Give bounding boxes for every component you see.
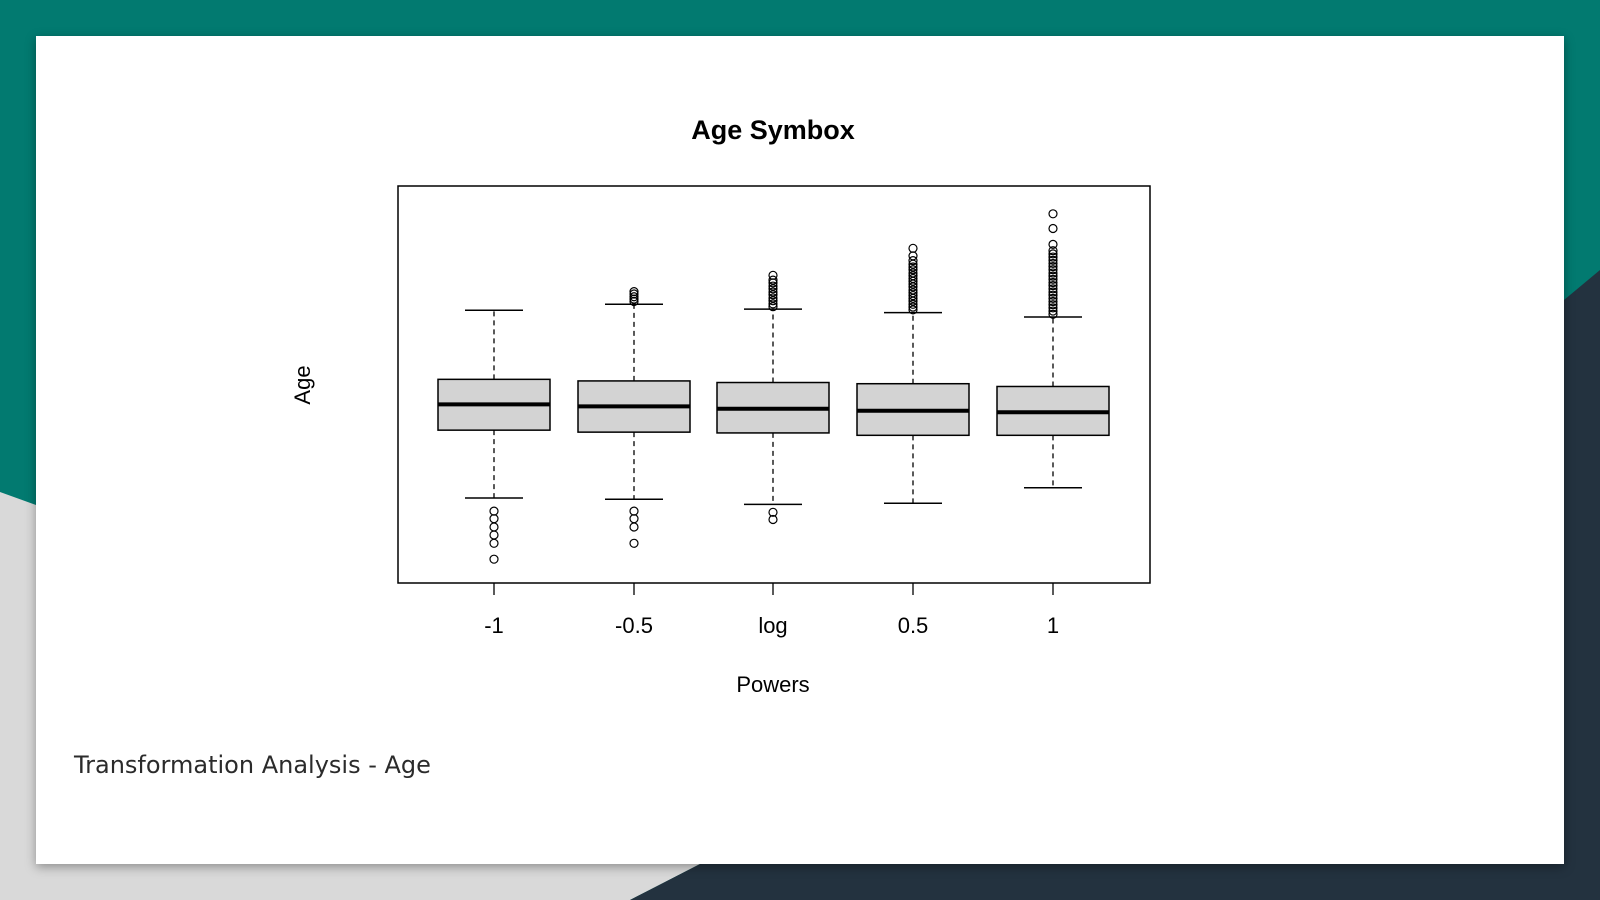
power-0_5-outlier-point (908, 256, 918, 266)
power-neg1-outlier-point (489, 522, 499, 532)
power-neg1-outlier-point (489, 530, 499, 540)
power-1-outlier-point (1048, 268, 1058, 278)
power-log-outlier-point (768, 507, 778, 517)
power-0_5-outlier-point (908, 290, 918, 301)
power-1-outlier-point (1048, 255, 1058, 265)
power-neg0_5-outlier-point (629, 506, 639, 516)
power-1-outlier-point (1048, 249, 1058, 259)
x-axis-label: Powers (736, 672, 809, 697)
power-0_5-outlier-point (908, 305, 918, 315)
power-1-outlier-point (1048, 252, 1058, 262)
power-log-outlier-point (768, 290, 778, 300)
power-neg1-outlier-point (489, 554, 499, 564)
x-tick-label: -0.5 (615, 613, 653, 638)
power-1-outlier-point (1048, 209, 1058, 219)
power-0_5-outlier-point (908, 288, 918, 298)
x-tick-label: 0.5 (898, 613, 929, 638)
power-1-outlier-point (1048, 303, 1058, 313)
power-log-outlier-point (768, 299, 778, 309)
power-1-outlier-point (1048, 271, 1058, 281)
power-1-outlier-point (1048, 300, 1058, 310)
gray-bottom-shape (36, 864, 700, 900)
power-neg0_5-outlier-point (629, 514, 639, 524)
navy-right-shape (1564, 270, 1600, 900)
slide: Age Symbox Age Powers -1 -0.5 log 0.5 1 Tran… (36, 36, 1564, 864)
power-1-outlier-point (1048, 223, 1058, 234)
power-0_5-outlier-point (908, 271, 918, 281)
power-0_5-outlier-point (908, 265, 918, 275)
power-1-outlier-point (1048, 290, 1058, 300)
power-1-outlier-point (1048, 309, 1058, 319)
power-0_5-outlier-point (908, 251, 918, 261)
power-log-outlier-point (768, 302, 778, 312)
power-log-outlier-point (768, 287, 778, 297)
power-1-outlier-point (1048, 296, 1058, 307)
power-log-outlier-point (768, 275, 778, 285)
power-log-outlier-point (768, 296, 778, 306)
x-tick-label: -1 (484, 613, 504, 638)
power-1-outlier-point (1048, 293, 1058, 303)
power-log-outlier-point (768, 293, 778, 303)
plot-layer: -1 -0.5 log 0.5 1 (437, 209, 1110, 638)
slide-caption: Transformation Analysis - Age (74, 751, 431, 779)
x-tick-label: log (758, 613, 787, 638)
y-axis-label: Age (290, 365, 315, 404)
power-0_5-outlier-point (908, 243, 918, 253)
power-1-outlier-point (1048, 274, 1058, 284)
power-neg0_5-outlier-point (629, 538, 639, 548)
power-0_5-outlier-point (908, 302, 918, 312)
power-1-outlier-point (1048, 277, 1058, 288)
power-0_5-outlier-point (908, 285, 918, 295)
power-neg1-outlier-point (489, 538, 499, 548)
power-1-outlier-point (1048, 261, 1058, 272)
power-neg0_5-outlier-point (629, 287, 639, 297)
power-1-outlier-point (1048, 239, 1058, 249)
power-neg0_5-outlier-point (629, 289, 639, 299)
power-neg0_5-outlier-point (629, 522, 639, 532)
power-log-outlier-point (768, 514, 778, 525)
chart-title: Age Symbox (691, 115, 855, 145)
power-0_5-outlier-point (908, 262, 918, 272)
power-1-outlier-point (1048, 265, 1058, 275)
boxplot-chart: Age Symbox Age Powers -1 -0.5 log 0.5 1 (290, 115, 1151, 697)
power-1-outlier-point (1048, 281, 1058, 291)
power-1-outlier-point (1048, 246, 1058, 256)
power-neg1-outlier-point (489, 514, 499, 524)
power-0_5-outlier-point (908, 273, 918, 284)
x-tick-label: 1 (1047, 613, 1059, 638)
power-1-outlier-point (1048, 287, 1058, 297)
power-log-outlier-point (768, 284, 778, 294)
power-1-outlier-point (1048, 284, 1058, 294)
power-log-outlier-point (768, 270, 778, 280)
navy-bottom-shape (630, 864, 1600, 900)
power-1-outlier-point (1048, 258, 1058, 269)
power-1-outlier-point (1048, 306, 1058, 316)
power-log-outlier-point (768, 281, 778, 291)
gray-corner-shape (0, 492, 36, 900)
power-neg1-outlier-point (489, 506, 499, 516)
power-0_5-outlier-point (908, 299, 918, 309)
plot-frame (397, 185, 1151, 584)
power-0_5-outlier-point (908, 268, 918, 278)
power-neg0_5-outlier-point (629, 292, 639, 302)
